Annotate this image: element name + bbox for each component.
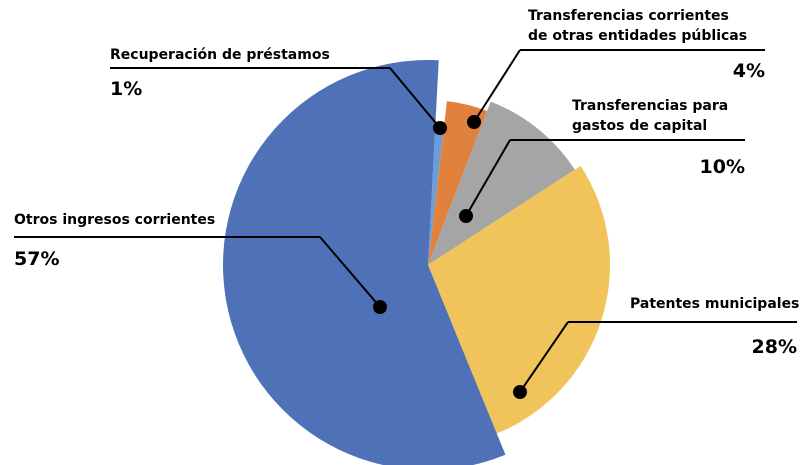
leader-line [465, 139, 511, 217]
slice-label: Transferencias para gastos de capital [572, 98, 729, 134]
pie-slice [428, 130, 444, 265]
slice-label: Otros ingresos corrientes [14, 212, 216, 228]
slice-value: 1% [110, 78, 143, 100]
leader-dot [433, 121, 447, 135]
pie-slice [428, 101, 488, 265]
pie-slice [428, 165, 610, 434]
leader-dot [459, 209, 473, 223]
leader-dot [467, 115, 481, 129]
slice-label: Patentes municipales [630, 296, 800, 312]
leader-dot [373, 300, 387, 314]
slice-label: Recuperación de préstamos [110, 47, 330, 63]
leader-line [519, 321, 569, 393]
slice-value: 4% [732, 60, 765, 82]
pie-slice [428, 101, 575, 265]
leader-line [473, 49, 521, 123]
pie-slice [223, 60, 506, 465]
slice-value: 28% [751, 336, 797, 358]
leader-line [319, 236, 381, 308]
slice-value: 10% [699, 156, 745, 178]
slice-label: Transferencias corrientes de otras entid… [528, 8, 748, 44]
leader-line [389, 67, 441, 129]
leader-dot [513, 385, 527, 399]
slice-value: 57% [14, 248, 60, 270]
